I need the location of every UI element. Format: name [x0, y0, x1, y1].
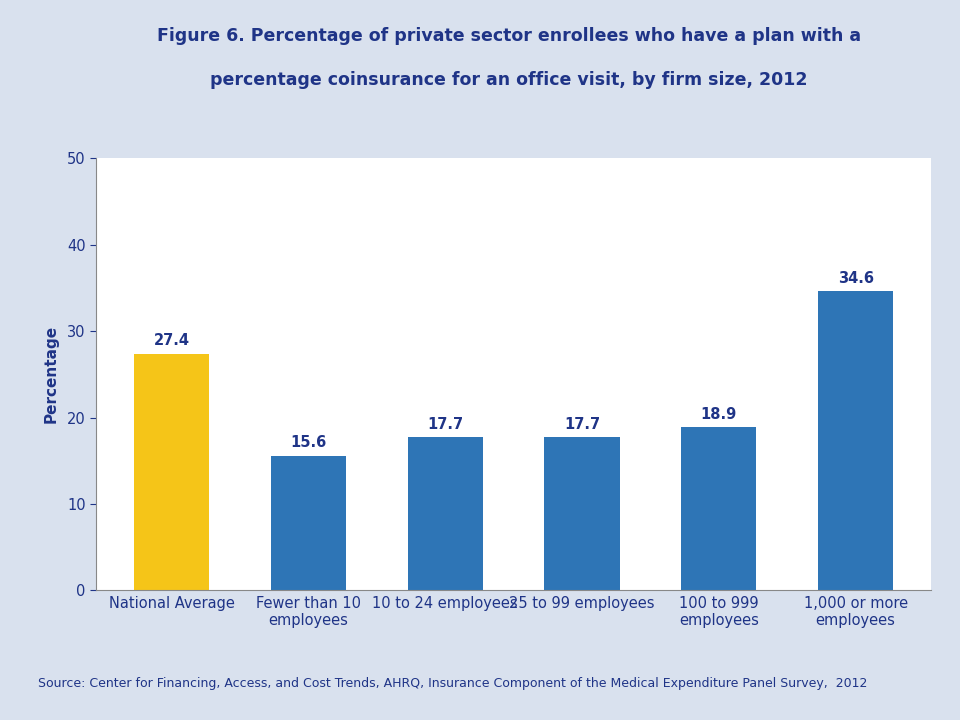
Text: 17.7: 17.7	[427, 418, 464, 432]
Text: 18.9: 18.9	[701, 407, 737, 422]
Text: 27.4: 27.4	[154, 333, 189, 348]
Text: 34.6: 34.6	[838, 271, 874, 287]
Text: 15.6: 15.6	[290, 436, 326, 451]
Text: Source: Center for Financing, Access, and Cost Trends, AHRQ, Insurance Component: Source: Center for Financing, Access, an…	[38, 678, 868, 690]
Bar	[818, 292, 893, 590]
Text: percentage coinsurance for an office visit, by firm size, 2012: percentage coinsurance for an office vis…	[210, 71, 807, 89]
Bar	[134, 354, 209, 590]
Text: Figure 6. Percentage of private sector enrollees who have a plan with a: Figure 6. Percentage of private sector e…	[156, 27, 861, 45]
Bar	[544, 438, 619, 590]
Text: 17.7: 17.7	[564, 418, 600, 432]
Bar	[408, 438, 483, 590]
Bar	[682, 427, 756, 590]
Bar	[271, 456, 346, 590]
Y-axis label: Percentage: Percentage	[43, 325, 59, 423]
